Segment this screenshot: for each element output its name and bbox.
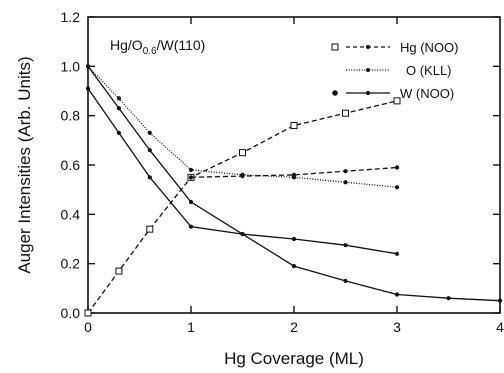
data-point bbox=[147, 148, 152, 153]
x-tick-label: 2 bbox=[290, 319, 298, 335]
data-point bbox=[84, 309, 92, 317]
y-tick-label: 0.6 bbox=[61, 157, 81, 173]
chart-annotation: Hg/O0.6/W(110) bbox=[110, 37, 205, 57]
plot-frame bbox=[87, 16, 501, 314]
data-point bbox=[188, 167, 194, 173]
x-tick-label: 3 bbox=[393, 319, 401, 335]
data-point bbox=[240, 172, 245, 177]
data-point bbox=[116, 106, 121, 111]
x-tick-label: 4 bbox=[496, 319, 504, 335]
data-point bbox=[188, 175, 194, 180]
data-point bbox=[85, 86, 91, 91]
data-point bbox=[446, 296, 451, 301]
data-point bbox=[343, 278, 348, 284]
y-tick-label: 1.2 bbox=[61, 9, 81, 25]
series-line bbox=[190, 166, 398, 178]
legend-label-hg: Hg (NOO) bbox=[400, 40, 459, 55]
series-line bbox=[87, 65, 501, 302]
data-point bbox=[85, 64, 91, 69]
data-point bbox=[393, 97, 401, 105]
legend-marker-hg-dot bbox=[366, 45, 370, 49]
data-point bbox=[240, 231, 245, 237]
legend-marker-o-dot bbox=[366, 68, 370, 72]
legend-marker-w-dot bbox=[366, 91, 370, 95]
data-point bbox=[343, 243, 348, 248]
annotation-suffix: /W(110) bbox=[157, 37, 206, 53]
series-line bbox=[87, 65, 398, 188]
data-point bbox=[291, 264, 297, 269]
data-point bbox=[146, 225, 154, 233]
annotation-subscript: 0.6 bbox=[143, 46, 157, 57]
legend-marker-w-filled bbox=[332, 90, 338, 96]
data-point bbox=[497, 298, 503, 303]
data-point bbox=[188, 224, 194, 229]
data-point bbox=[239, 149, 246, 157]
series-line bbox=[87, 100, 398, 314]
y-tick-label: 0.8 bbox=[61, 108, 81, 124]
legend-label-w: W (NOO) bbox=[400, 86, 454, 101]
data-point bbox=[394, 185, 400, 190]
data-point bbox=[394, 251, 400, 256]
data-point bbox=[343, 180, 348, 185]
data-point bbox=[394, 292, 400, 297]
series-line bbox=[87, 88, 398, 255]
data-point bbox=[116, 96, 121, 101]
data-point bbox=[291, 236, 297, 242]
legend-label-o: O (KLL) bbox=[406, 63, 452, 78]
series-layer bbox=[84, 64, 503, 317]
data-point bbox=[147, 130, 152, 136]
legend-marker-hg-open-square bbox=[331, 43, 339, 51]
y-tick-label: 0.2 bbox=[61, 256, 81, 272]
x-tick-label: 1 bbox=[187, 319, 195, 335]
data-point bbox=[188, 199, 194, 205]
legend: Hg (NOO) O (KLL) W (NOO) bbox=[331, 40, 459, 101]
y-tick-label: 0.0 bbox=[61, 305, 81, 321]
y-tick-label: 1.0 bbox=[61, 58, 81, 74]
y-axis-title: Auger Intensities (Arb. Units) bbox=[15, 56, 34, 273]
data-point bbox=[394, 165, 400, 170]
data-point bbox=[115, 267, 123, 275]
data-point bbox=[291, 175, 297, 180]
data-point bbox=[343, 169, 348, 174]
y-tick-label: 0.4 bbox=[61, 206, 81, 222]
data-point bbox=[147, 175, 152, 180]
axis-ticks: 0 1 2 3 4 0.0 0.2 0.4 0.6 0.8 1.0 1.2 bbox=[61, 9, 504, 335]
data-point bbox=[342, 109, 349, 117]
data-point bbox=[116, 130, 121, 136]
data-point bbox=[290, 122, 298, 130]
annotation-prefix: Hg/O bbox=[110, 37, 143, 53]
x-axis-title: Hg Coverage (ML) bbox=[224, 349, 364, 368]
x-tick-label: 0 bbox=[84, 319, 92, 335]
